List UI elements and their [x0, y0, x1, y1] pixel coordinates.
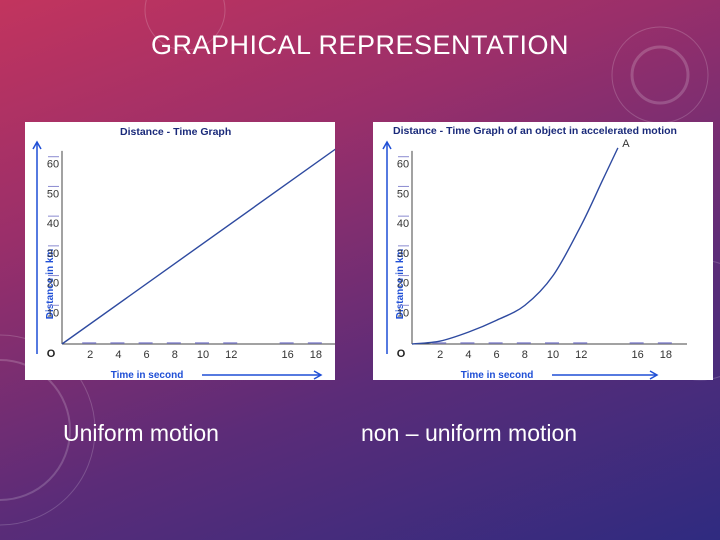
slide-title: GRAPHICAL REPRESENTATION [150, 30, 570, 60]
x-axis-label: Time in second [461, 370, 534, 380]
y-tick-label: 60 [397, 159, 409, 171]
y-tick-label: 40 [397, 218, 409, 230]
y-tick-label: 10 [47, 307, 59, 319]
x-tick-label: 12 [225, 349, 237, 361]
caption-non-uniform-motion: non – uniform motion [361, 420, 578, 446]
x-axis-arrowhead [649, 370, 659, 380]
y-axis-label: Distance in km [45, 249, 56, 320]
y-axis-arrowhead [32, 140, 42, 150]
y-axis-label: Distance in km [395, 249, 406, 320]
x-tick-label: 16 [282, 349, 294, 361]
y-axis-arrowhead [382, 140, 392, 150]
x-tick-label: 12 [575, 349, 587, 361]
x-tick-label: 10 [547, 349, 559, 361]
x-tick-label: 8 [172, 349, 178, 361]
y-tick-label: 30 [47, 248, 59, 260]
origin-label: O [47, 348, 56, 360]
x-tick-label: 18 [660, 349, 672, 361]
x-tick-label: 2 [437, 349, 443, 361]
x-tick-label: 8 [522, 349, 528, 361]
non-uniform-motion-chart: Distance - Time Graph of an object in ac… [373, 122, 713, 380]
y-tick-label: 60 [47, 159, 59, 171]
chart-title: Distance - Time Graph [120, 126, 231, 138]
chart-title: Distance - Time Graph of an object in ac… [393, 125, 677, 137]
x-tick-label: 18 [310, 349, 322, 361]
y-tick-label: 20 [47, 278, 59, 290]
y-tick-label: 10 [397, 307, 409, 319]
x-axis-arrowhead [313, 370, 323, 380]
x-tick-label: 10 [197, 349, 209, 361]
origin-label: O [397, 348, 406, 360]
x-tick-label: 16 [632, 349, 644, 361]
series-line [411, 147, 619, 345]
x-tick-label: 2 [87, 349, 93, 361]
y-tick-label: 50 [47, 188, 59, 200]
x-axis-label: Time in second [111, 370, 184, 380]
y-tick-label: 50 [397, 188, 409, 200]
caption-uniform-motion: Uniform motion [63, 420, 219, 446]
x-tick-label: 4 [115, 349, 121, 361]
y-tick-label: 20 [397, 278, 409, 290]
y-tick-label: 40 [47, 218, 59, 230]
series-end-label: A [622, 138, 630, 150]
x-tick-label: 6 [144, 349, 150, 361]
x-tick-label: 6 [494, 349, 500, 361]
y-tick-label: 30 [397, 248, 409, 260]
uniform-motion-chart: Distance - Time Graph Distance in km 10 20 3… [25, 122, 335, 380]
x-tick-label: 4 [465, 349, 471, 361]
series-line [61, 148, 335, 345]
